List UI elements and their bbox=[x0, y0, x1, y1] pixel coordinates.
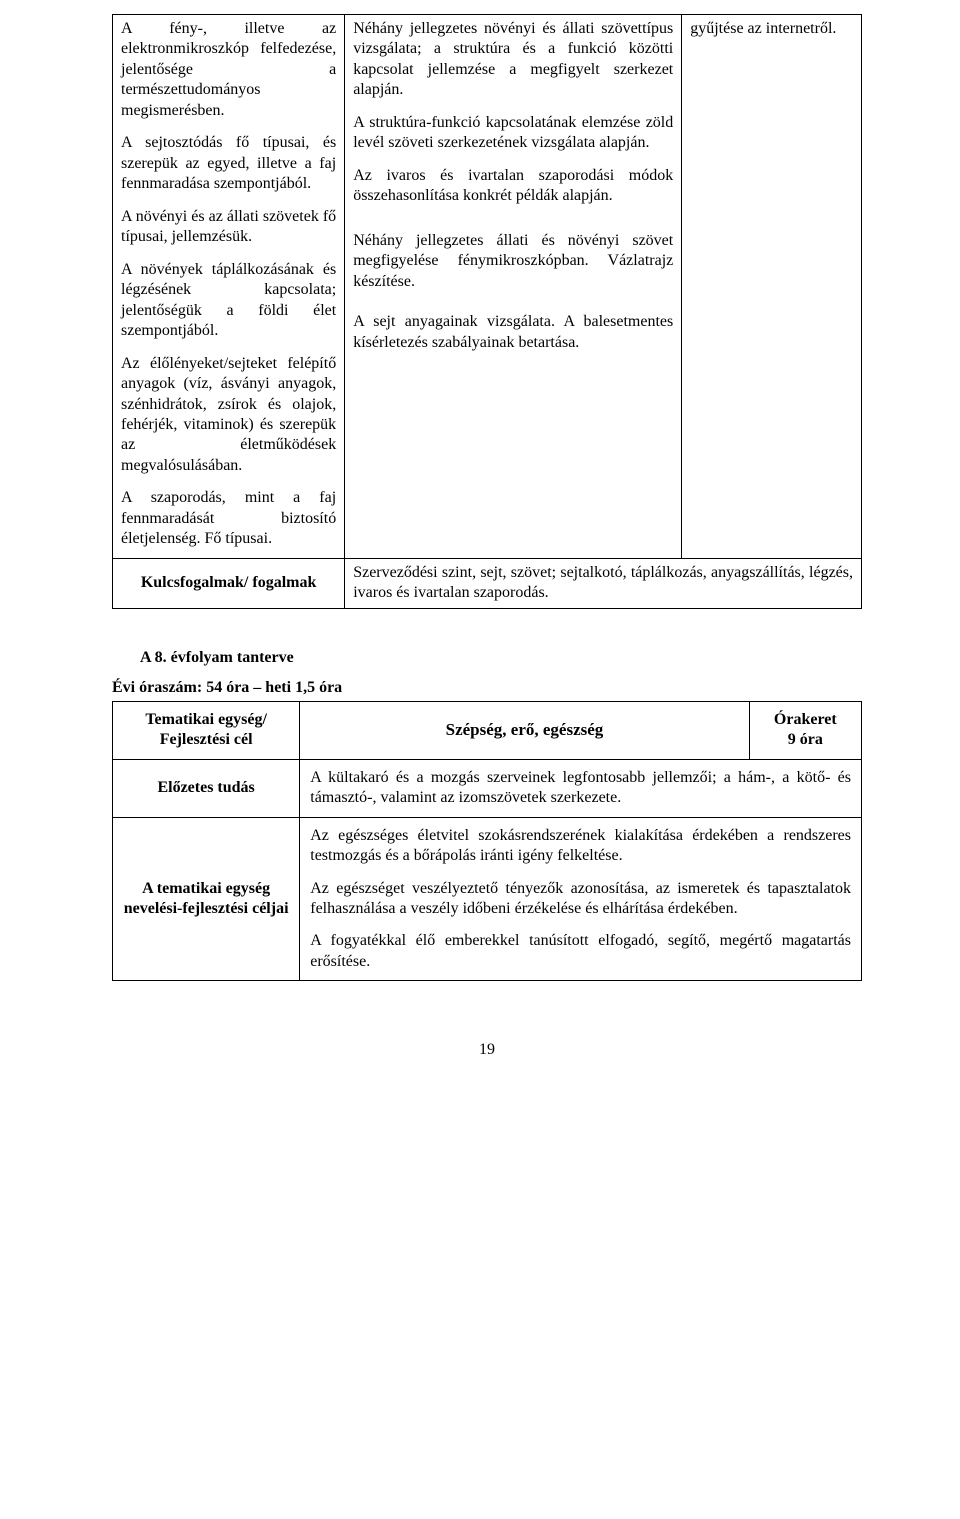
t1c1-p4: A növények táplálkozásának és légzésének… bbox=[121, 260, 336, 342]
goals-p2: Az egészséget veszélyeztető tényezők azo… bbox=[310, 879, 851, 920]
goals-p1: Az egészséges életvitel szokásrendszerén… bbox=[310, 826, 851, 867]
t1c2-p5: A sejt anyagainak vizsgálata. A balesetm… bbox=[353, 312, 673, 353]
t1c3-p1: gyűjtése az internetről. bbox=[690, 19, 853, 39]
t1c2-p2: A struktúra-funkció kapcsolatának elemzé… bbox=[353, 113, 673, 154]
grade-8-heading: A 8. évfolyam tanterve bbox=[140, 649, 862, 667]
prior-knowledge-text: A kültakaró és a mozgás szerveinek legfo… bbox=[310, 768, 851, 809]
page-number: 19 bbox=[112, 1041, 862, 1059]
hour-frame-label: Órakeret bbox=[774, 711, 837, 728]
t1c2-p1: Néhány jellegzetes növényi és állati szö… bbox=[353, 19, 673, 101]
table1-col2: Néhány jellegzetes növényi és állati szö… bbox=[345, 15, 682, 559]
thematic-unit-label: Tematikai egység/ Fejlesztési cél bbox=[113, 701, 300, 759]
t1c1-p3: A növényi és az állati szövetek fő típus… bbox=[121, 207, 336, 248]
hour-frame-value: 9 óra bbox=[788, 731, 823, 748]
t1c1-p1: A fény-, illetve az elektronmikroszkóp f… bbox=[121, 19, 336, 121]
t1c1-p6: A szaporodás, mint a faj fennmaradását b… bbox=[121, 488, 336, 549]
prior-knowledge-label: Előzetes tudás bbox=[113, 759, 300, 817]
yearly-hours: Évi óraszám: 54 óra – heti 1,5 óra bbox=[112, 679, 862, 697]
page-container: A fény-, illetve az elektronmikroszkóp f… bbox=[0, 0, 960, 1109]
hour-frame: Órakeret 9 óra bbox=[749, 701, 861, 759]
prior-knowledge-content: A kültakaró és a mozgás szerveinek legfo… bbox=[300, 759, 862, 817]
curriculum-table-1: A fény-, illetve az elektronmikroszkóp f… bbox=[112, 14, 862, 609]
educational-goals-label: A tematikai egység nevelési-fejlesztési … bbox=[113, 817, 300, 981]
curriculum-table-2: Tematikai egység/ Fejlesztési cél Szépsé… bbox=[112, 701, 862, 982]
table1-col1: A fény-, illetve az elektronmikroszkóp f… bbox=[113, 15, 345, 559]
t1c2-p4: Néhány jellegzetes állati és növényi szö… bbox=[353, 231, 673, 292]
t1c1-p2: A sejtosztódás fő típusai, és szerepük a… bbox=[121, 133, 336, 194]
t1c1-p5: Az élőlényeket/sejteket felépítő anyagok… bbox=[121, 354, 336, 477]
thematic-unit-title: Szépség, erő, egészség bbox=[300, 701, 749, 759]
key-concepts-label: Kulcsfogalmak/ fogalmak bbox=[113, 558, 345, 608]
goals-p3: A fogyatékkal élő emberekkel tanúsított … bbox=[310, 931, 851, 972]
table1-col3: gyűjtése az internetről. bbox=[682, 15, 862, 559]
key-concepts-content: Szerveződési szint, sejt, szövet; sejtal… bbox=[345, 558, 862, 608]
educational-goals-content: Az egészséges életvitel szokásrendszerén… bbox=[300, 817, 862, 981]
t1c2-p3: Az ivaros és ivartalan szaporodási módok… bbox=[353, 166, 673, 207]
